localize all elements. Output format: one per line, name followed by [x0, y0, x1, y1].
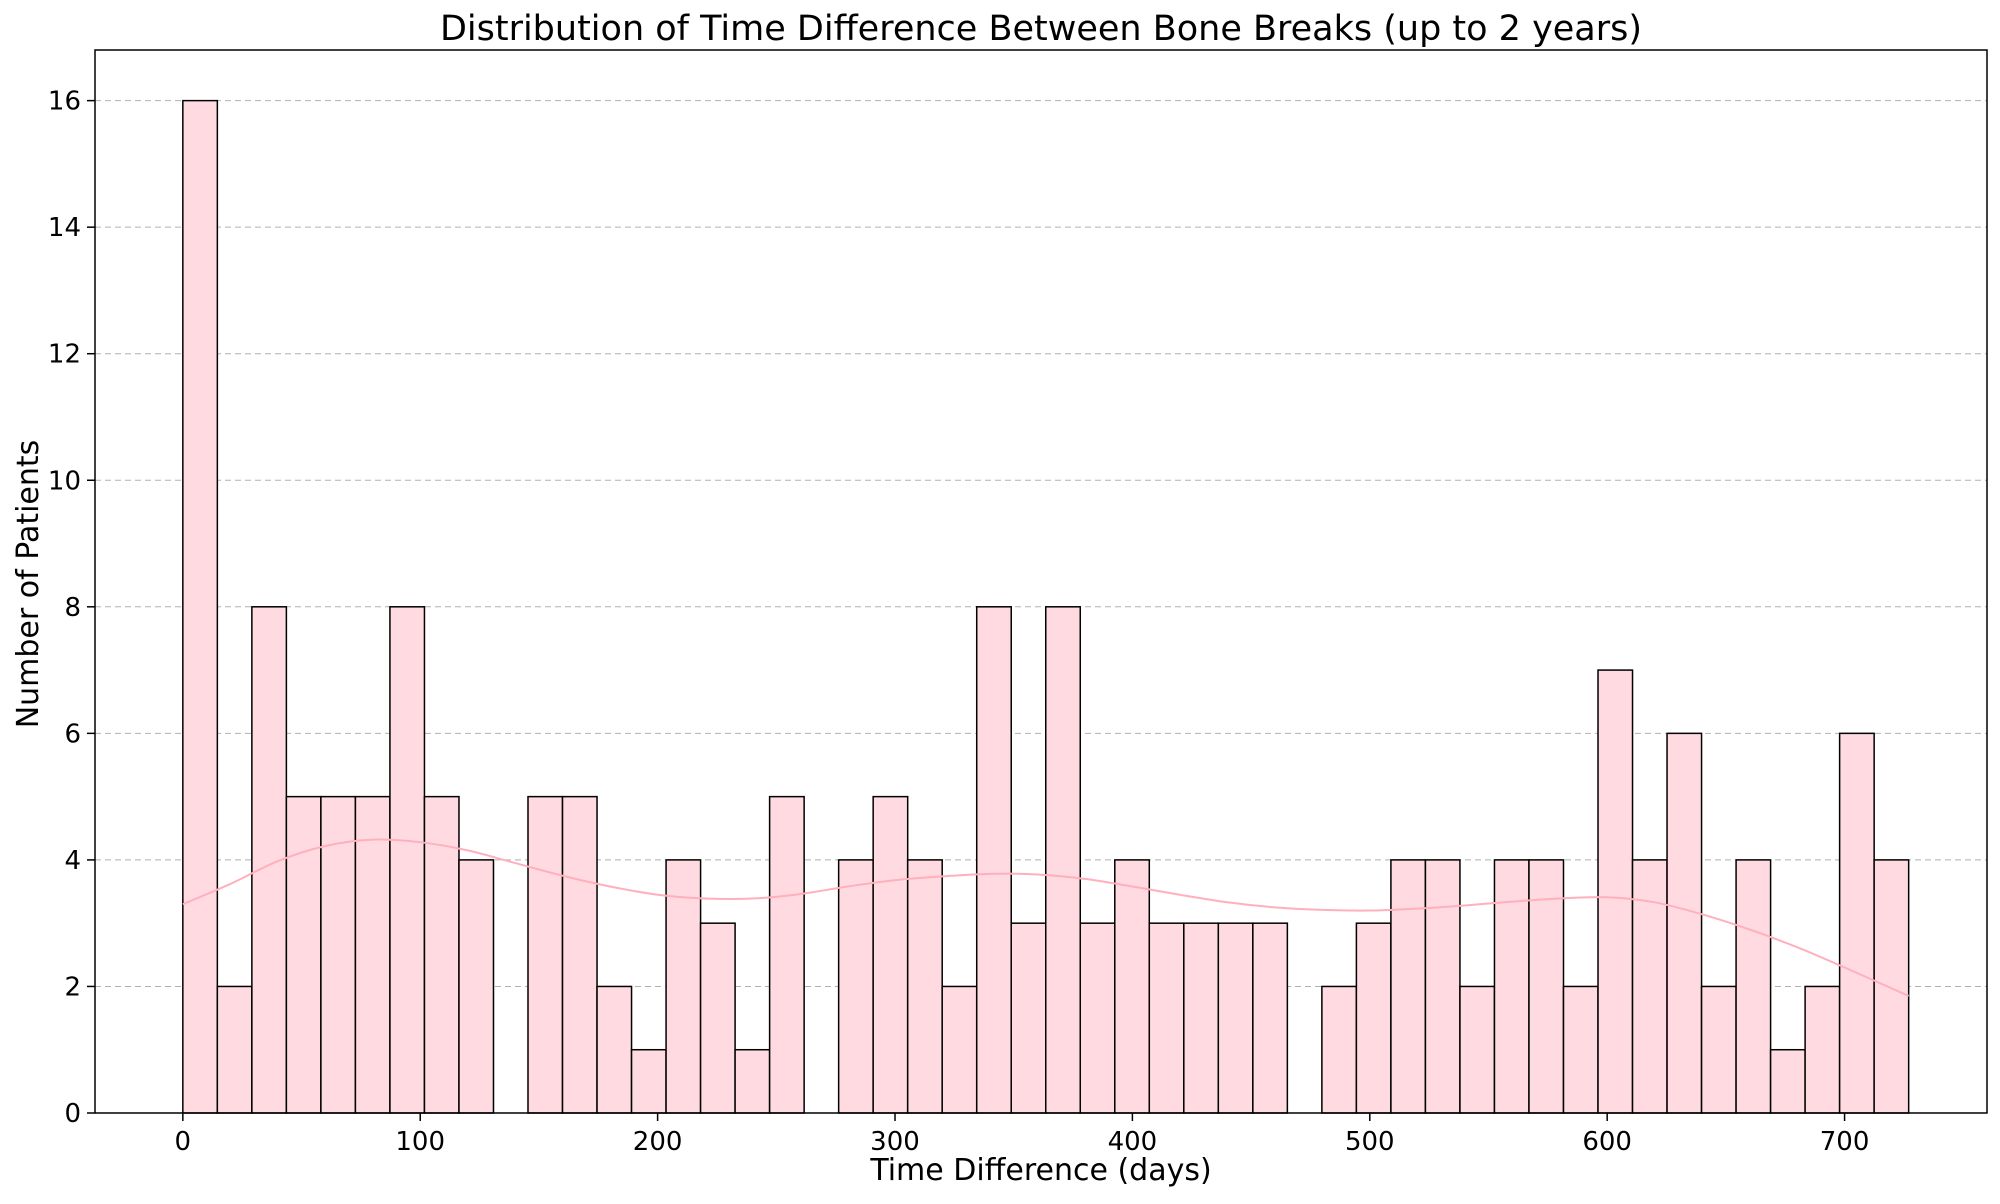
- histogram-bar: [423, 795, 460, 1114]
- histogram-bar: [458, 859, 495, 1114]
- x-tick-label: 600: [1582, 1127, 1632, 1157]
- x-tick-label: 0: [175, 1127, 192, 1157]
- histogram-bar: [1562, 985, 1599, 1114]
- x-tick-label: 700: [1820, 1127, 1870, 1157]
- x-axis-label: Time Difference (days): [869, 1153, 1211, 1188]
- histogram-bar: [1493, 859, 1530, 1114]
- histogram-bar: [596, 985, 633, 1114]
- histogram-bar: [1873, 859, 1910, 1114]
- x-tick-label: 500: [1345, 1127, 1395, 1157]
- y-tick-label: 12: [48, 340, 81, 370]
- histogram-bar: [285, 795, 322, 1114]
- histogram-bar: [837, 859, 874, 1114]
- histogram-bar: [1666, 732, 1703, 1114]
- histogram-bar: [1459, 985, 1496, 1114]
- chart-title: Distribution of Time Difference Between …: [440, 9, 1642, 49]
- x-tick-label: 400: [1108, 1127, 1158, 1157]
- histogram-bar: [1631, 859, 1668, 1114]
- y-tick-label: 2: [64, 972, 81, 1002]
- y-tick-label: 0: [64, 1099, 81, 1129]
- histogram-bar: [1597, 669, 1634, 1114]
- histogram-bar: [699, 922, 736, 1114]
- histogram-bar: [527, 795, 564, 1114]
- histogram-bar: [354, 795, 391, 1114]
- histogram-bar: [389, 606, 426, 1114]
- histogram-bar: [1252, 922, 1289, 1114]
- plot-frame: [94, 49, 1988, 1114]
- histogram-bar: [941, 985, 978, 1114]
- histogram-bar: [1700, 985, 1737, 1114]
- histogram-bar: [1079, 922, 1116, 1114]
- y-tick-label: 8: [64, 593, 81, 623]
- histogram-bar: [1355, 922, 1392, 1114]
- histogram-bar: [1114, 859, 1151, 1114]
- histogram-bar: [906, 859, 943, 1114]
- histogram-bar: [975, 606, 1012, 1114]
- y-axis-ticks: 0 2 4 6 8 10 12 14 16: [48, 87, 95, 1129]
- histogram-bar: [561, 795, 598, 1114]
- histogram-bar: [1769, 1048, 1806, 1114]
- x-tick-label: 300: [870, 1127, 920, 1157]
- histogram-bar: [320, 795, 357, 1114]
- histogram-bar: [216, 985, 253, 1114]
- histogram-bar: [1424, 859, 1461, 1114]
- axes: [94, 49, 1988, 1114]
- y-tick-label: 6: [64, 719, 81, 749]
- histogram-bar: [1838, 732, 1875, 1114]
- x-axis-ticks: 0 100 200 300 400 500 600 700: [175, 1113, 1870, 1157]
- histogram-bar: [1044, 606, 1082, 1114]
- kde-curve-layer: [182, 838, 1910, 997]
- histogram-bar: [1528, 859, 1565, 1114]
- histogram-bar: [872, 795, 909, 1114]
- histogram-bar: [630, 1048, 667, 1114]
- histogram-bars: [182, 99, 1910, 1114]
- histogram-bar: [1148, 922, 1185, 1114]
- x-tick-label: 200: [633, 1127, 683, 1157]
- histogram-bar: [1390, 859, 1427, 1114]
- histogram-bar: [665, 859, 702, 1114]
- histogram-bar: [1010, 922, 1047, 1114]
- kde-curve: [182, 838, 1910, 997]
- histogram-bar: [182, 99, 219, 1114]
- histogram-bar: [1735, 859, 1772, 1114]
- y-tick-label: 16: [48, 87, 81, 117]
- x-tick-label: 100: [395, 1127, 445, 1157]
- y-tick-label: 10: [48, 466, 81, 496]
- histogram-bar: [1804, 985, 1841, 1114]
- histogram-bar: [1183, 922, 1220, 1114]
- histogram-bar: [734, 1048, 771, 1114]
- histogram-bar: [768, 795, 805, 1114]
- y-axis-label: Number of Patients: [11, 440, 46, 729]
- histogram-bar: [1321, 985, 1358, 1114]
- histogram-bar: [1217, 922, 1254, 1114]
- y-tick-label: 4: [64, 846, 81, 876]
- y-tick-label: 14: [48, 213, 81, 243]
